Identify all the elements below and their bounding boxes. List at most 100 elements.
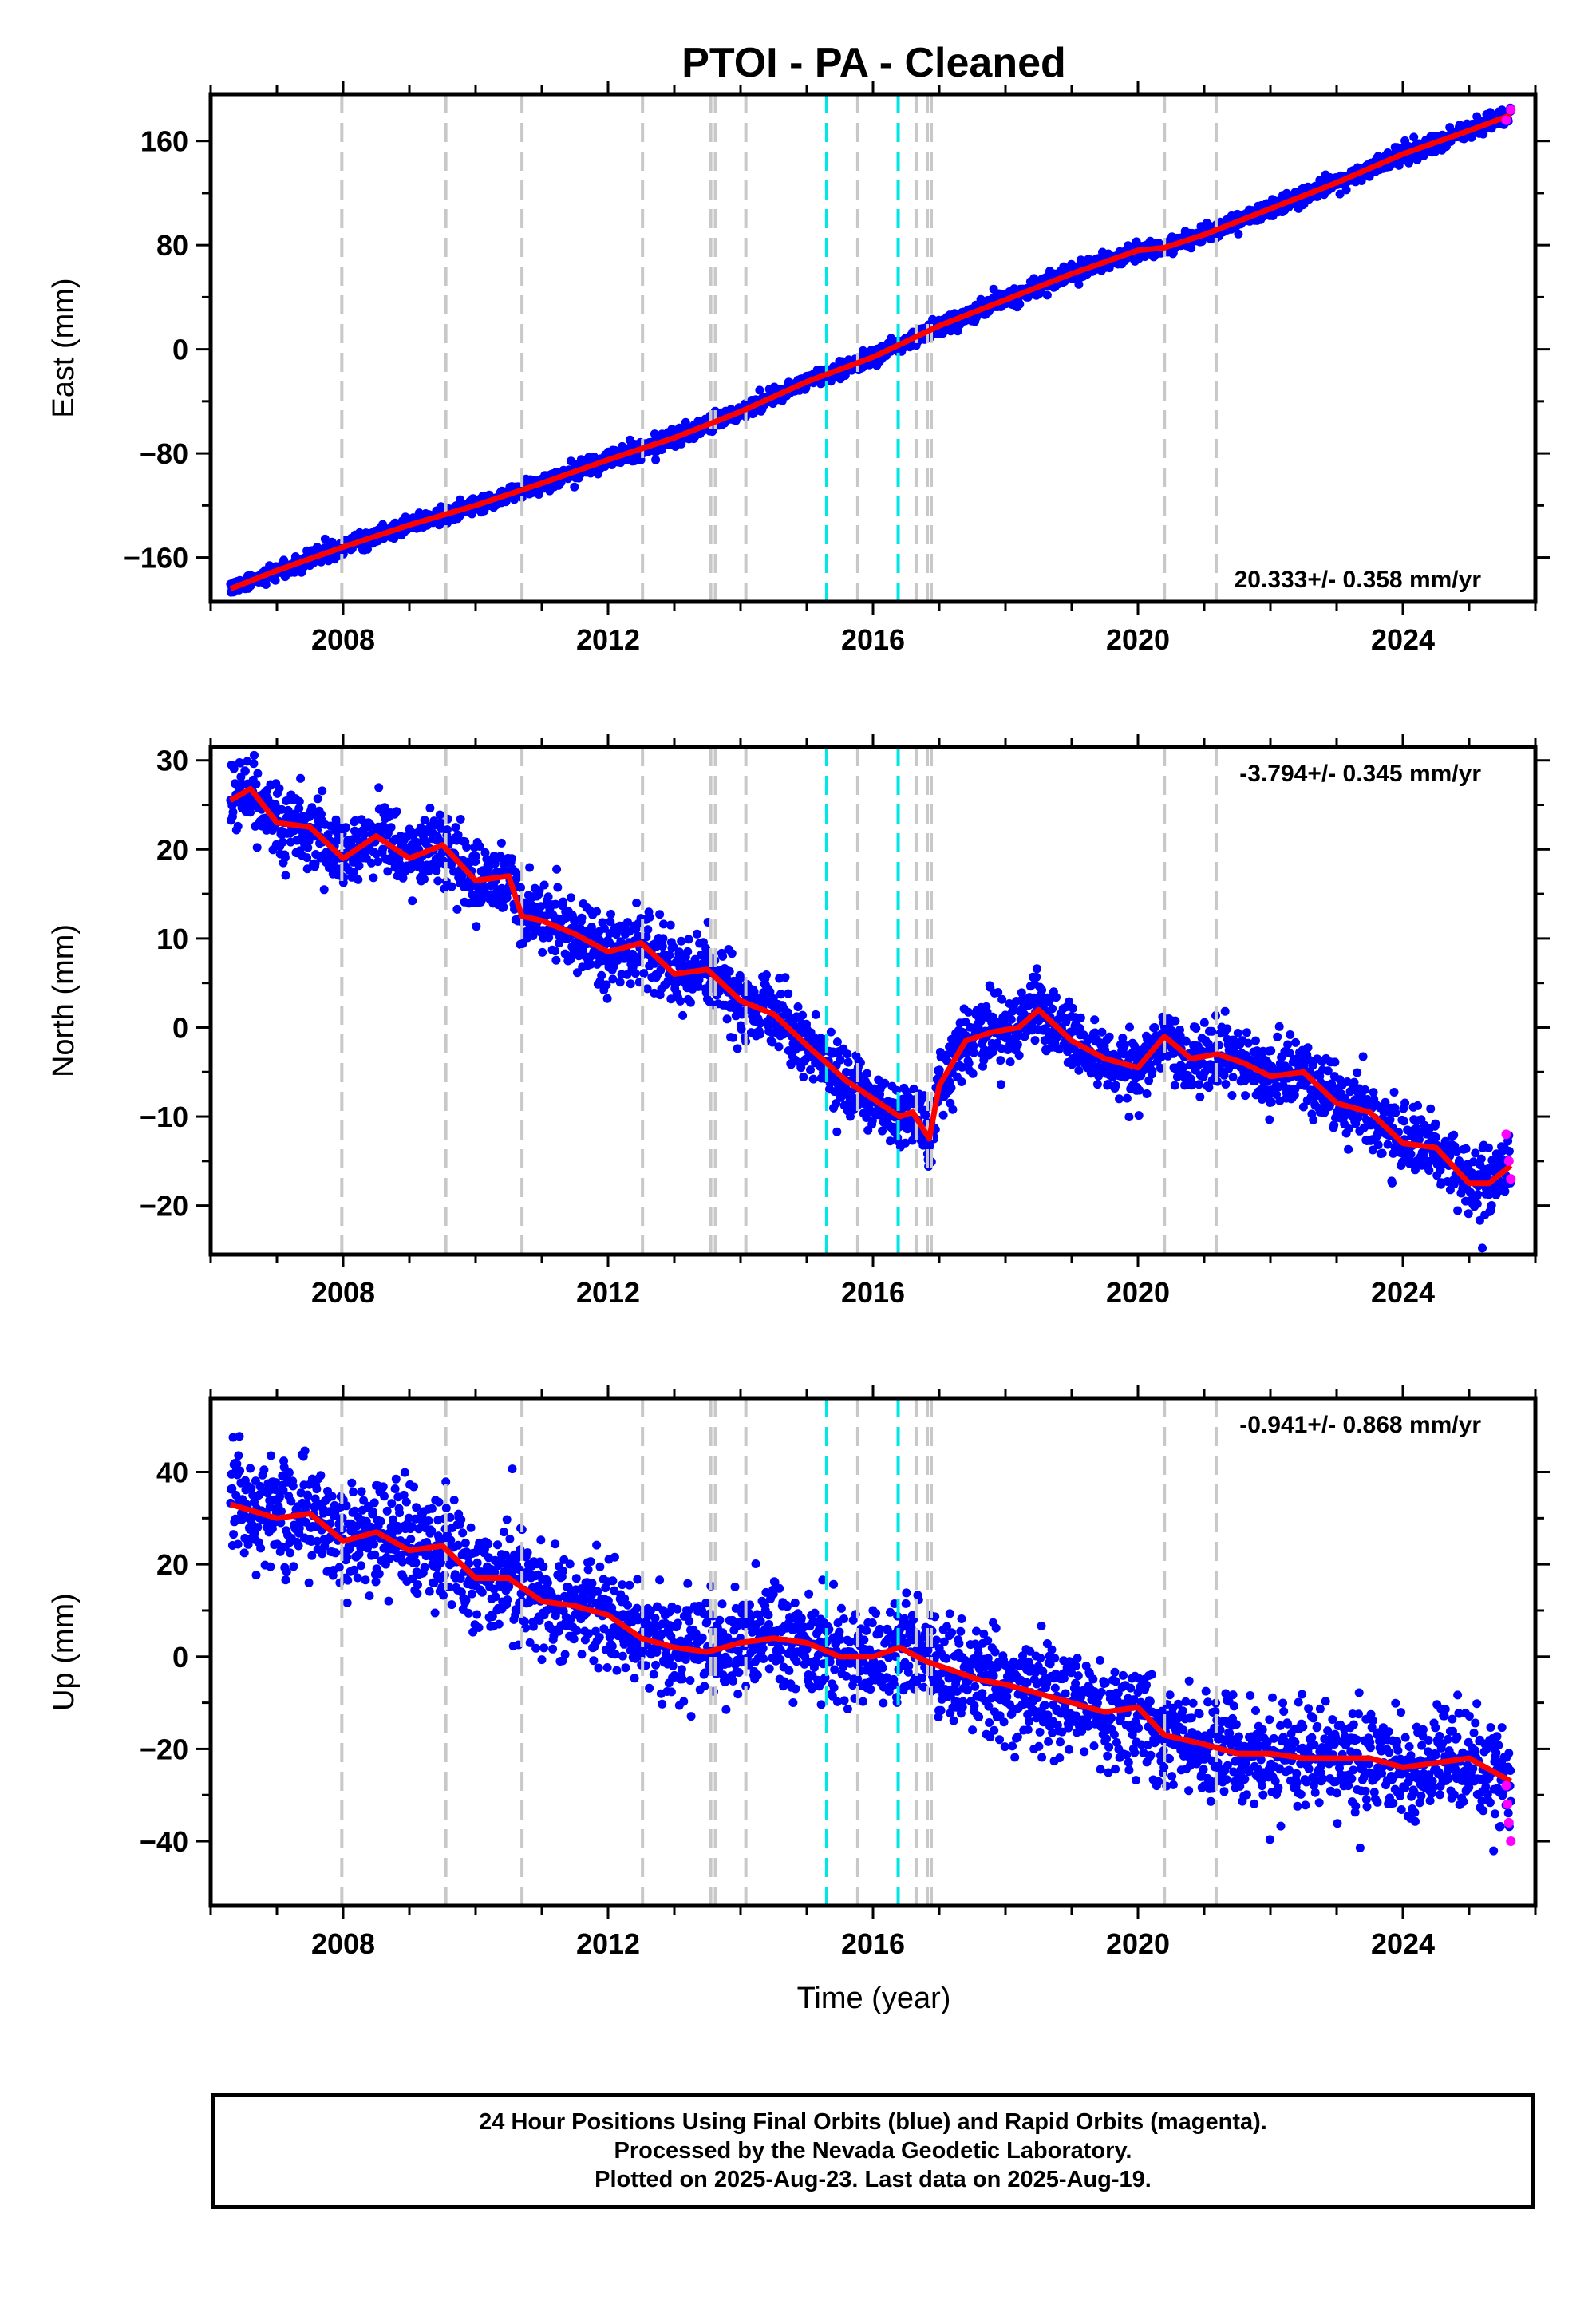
data-point: [811, 1010, 820, 1019]
y-tick-label: 160: [140, 125, 188, 158]
data-point: [957, 1077, 966, 1086]
data-point: [420, 875, 429, 884]
data-point: [378, 844, 388, 854]
data-point: [543, 892, 553, 902]
data-point: [1032, 964, 1041, 974]
data-point: [302, 864, 312, 874]
data-point: [1061, 1017, 1071, 1026]
data-point: [686, 998, 695, 1007]
data-point: [1069, 1003, 1077, 1013]
data-point: [659, 919, 668, 929]
data-point: [643, 925, 653, 935]
data-point: [651, 455, 661, 464]
data-point: [496, 838, 506, 848]
data-point: [969, 1048, 978, 1057]
data-point: [1195, 1080, 1203, 1089]
data-point: [441, 877, 451, 886]
data-point: [278, 837, 287, 847]
data-point: [1134, 1111, 1144, 1120]
data-point: [1015, 299, 1025, 309]
data-point: [1191, 1024, 1201, 1033]
data-point: [1251, 1036, 1260, 1045]
data-point: [420, 816, 429, 825]
data-point: [551, 955, 561, 965]
data-point: [1344, 1124, 1353, 1133]
data-point: [1242, 1028, 1251, 1037]
data-point: [1228, 1073, 1238, 1082]
data-point: [799, 1073, 808, 1081]
data-point: [832, 1127, 842, 1136]
data-point: [475, 842, 484, 851]
data-point: [623, 918, 632, 927]
data-point: [798, 1010, 808, 1020]
data-point: [1265, 1115, 1274, 1124]
data-point: [462, 843, 472, 852]
data-point: [1148, 1066, 1157, 1076]
data-point: [843, 1057, 853, 1067]
y-tick-label: 0: [172, 334, 188, 366]
data-point: [1052, 993, 1061, 1002]
data-point: [969, 1041, 978, 1051]
data-point: [1221, 1080, 1231, 1089]
data-point: [1092, 1080, 1102, 1089]
data-point: [729, 1033, 738, 1042]
data-point: [369, 873, 378, 883]
data-point: [552, 864, 562, 874]
data-point: [499, 903, 508, 912]
data-point: [793, 1002, 803, 1011]
data-point: [630, 969, 640, 978]
data-point: [666, 920, 675, 930]
data-point: [1204, 1083, 1214, 1093]
data-point: [998, 994, 1007, 1004]
data-point: [567, 893, 575, 903]
data-point: [294, 804, 304, 813]
x-tick-label: 2020: [1106, 623, 1170, 656]
data-point: [296, 773, 306, 783]
data-point: [677, 936, 686, 946]
data-point: [615, 978, 625, 987]
data-point: [996, 1056, 1005, 1065]
data-point: [319, 885, 329, 895]
data-point: [570, 482, 579, 492]
data-point: [768, 1037, 777, 1047]
y-axis-label: East (mm): [47, 278, 81, 417]
data-point: [1006, 1014, 1016, 1024]
data-point: [240, 766, 250, 776]
data-point: [553, 883, 563, 892]
data-point: [765, 987, 775, 997]
data-point: [718, 951, 728, 961]
data-point: [341, 823, 350, 832]
data-point: [1150, 1023, 1159, 1032]
y-tick-label: −80: [140, 437, 188, 470]
data-point: [1187, 243, 1196, 253]
data-point: [1103, 1080, 1112, 1089]
y-tick-label: −160: [124, 542, 188, 575]
data-point: [318, 786, 327, 796]
data-point: [762, 970, 771, 979]
data-point: [639, 969, 649, 978]
data-point: [901, 1138, 911, 1148]
data-point: [586, 959, 595, 969]
data-point: [313, 794, 322, 804]
data-point: [447, 882, 456, 891]
data-point: [373, 857, 382, 867]
data-point: [836, 1055, 845, 1065]
data-point: [1013, 1040, 1022, 1049]
data-point: [669, 943, 678, 951]
data-point: [1283, 1040, 1293, 1049]
data-point: [1309, 1115, 1318, 1124]
data-point: [512, 872, 522, 882]
data-point: [756, 1018, 765, 1028]
data-point: [302, 853, 312, 863]
data-point: [964, 1059, 974, 1068]
rapid-point: [1506, 105, 1516, 115]
data-point: [1353, 1068, 1362, 1077]
data-point: [808, 1074, 818, 1084]
data-point: [539, 880, 549, 890]
data-point: [826, 1027, 836, 1037]
data-point: [386, 823, 396, 832]
plot-frame: [208, 92, 1538, 604]
data-point: [968, 1069, 978, 1078]
data-point: [1037, 986, 1047, 995]
